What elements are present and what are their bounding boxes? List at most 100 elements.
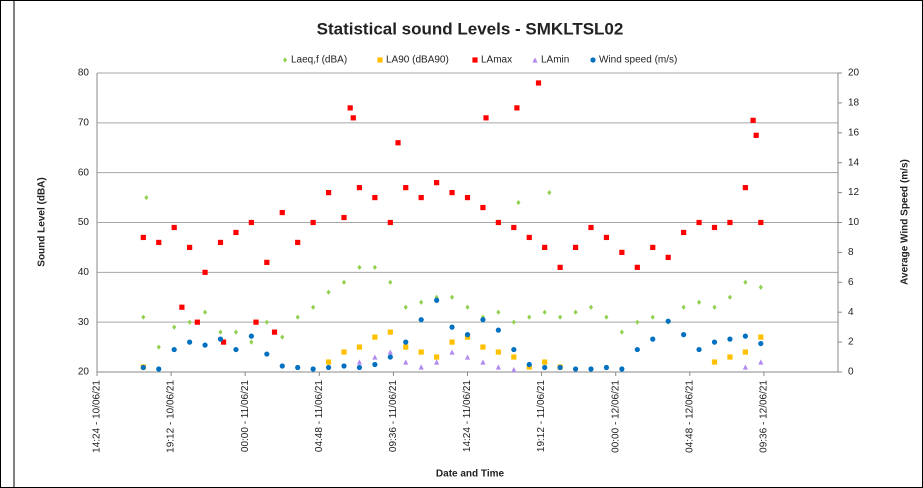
point — [264, 319, 269, 325]
point — [418, 317, 424, 323]
point — [526, 234, 532, 241]
point — [341, 279, 347, 285]
point — [619, 249, 625, 255]
point — [372, 361, 378, 368]
point — [681, 229, 687, 236]
point — [572, 244, 579, 251]
point — [217, 239, 224, 246]
point — [727, 294, 733, 300]
point — [542, 244, 548, 251]
y2-axis-title: Average Wind Speed (m/s) — [900, 159, 911, 285]
point — [217, 336, 224, 342]
point — [573, 309, 578, 315]
point — [171, 224, 177, 231]
point — [372, 194, 378, 201]
point — [140, 364, 146, 371]
point — [511, 346, 517, 353]
point — [233, 346, 239, 353]
x-tick-label: 00:00 - 11/06/21 — [240, 380, 251, 453]
point — [650, 244, 656, 251]
point — [387, 354, 393, 360]
point — [542, 359, 548, 365]
point — [711, 359, 718, 365]
point — [557, 264, 563, 270]
point — [711, 339, 718, 345]
point — [511, 224, 517, 231]
point — [141, 314, 146, 320]
point — [758, 284, 763, 290]
point — [727, 336, 733, 342]
point — [635, 319, 640, 325]
point — [372, 264, 377, 270]
point — [696, 299, 702, 305]
chart-title: Statistical sound Levels - SMKLTSL02 — [317, 19, 624, 38]
point — [449, 324, 455, 330]
legend-label: Laeq,f (dBA) — [291, 55, 347, 66]
point — [403, 344, 409, 350]
point — [588, 304, 594, 310]
point — [588, 224, 594, 231]
point — [418, 349, 424, 355]
point — [194, 319, 200, 325]
point — [526, 361, 532, 368]
point — [202, 309, 208, 315]
point — [449, 339, 455, 345]
point — [356, 359, 363, 365]
point — [465, 304, 470, 310]
point — [696, 346, 702, 353]
point — [418, 194, 424, 201]
point — [758, 359, 764, 365]
point — [233, 329, 239, 335]
point — [650, 336, 656, 342]
point — [282, 57, 288, 63]
point — [742, 333, 748, 339]
point — [604, 314, 609, 320]
y2-tick-label: 0 — [848, 367, 854, 378]
point — [418, 364, 424, 370]
point — [310, 366, 316, 372]
point — [187, 319, 192, 325]
point — [742, 349, 748, 355]
y-tick-label: 30 — [78, 317, 90, 328]
point — [681, 304, 686, 310]
point — [310, 219, 316, 226]
point — [472, 57, 478, 63]
point — [326, 289, 331, 295]
y-tick-label: 70 — [78, 117, 90, 128]
y-tick-label: 80 — [78, 68, 90, 79]
point — [449, 190, 455, 196]
point — [712, 304, 717, 310]
point — [387, 329, 393, 335]
point — [727, 354, 733, 360]
point — [495, 364, 501, 370]
point — [619, 366, 625, 372]
point — [542, 364, 548, 371]
y-tick-label: 20 — [78, 367, 90, 378]
y2-tick-label: 8 — [848, 247, 854, 258]
point — [480, 317, 486, 323]
point — [187, 339, 193, 345]
y2-tick-label: 14 — [848, 157, 860, 168]
point — [187, 244, 193, 251]
x-tick-label: 04:48 - 11/06/21 — [314, 380, 325, 453]
point — [665, 254, 671, 260]
point — [341, 214, 347, 221]
point — [144, 194, 149, 201]
point — [419, 299, 424, 305]
legend-label: LAmax — [481, 55, 512, 66]
point — [403, 304, 408, 310]
y2-tick-label: 16 — [848, 127, 860, 138]
point — [156, 239, 162, 246]
point — [495, 219, 501, 226]
point — [535, 80, 542, 86]
point — [279, 363, 285, 369]
point — [495, 349, 501, 355]
point — [527, 314, 532, 320]
point — [233, 229, 239, 236]
point — [516, 199, 521, 206]
point — [480, 204, 486, 211]
point — [696, 219, 702, 226]
point — [264, 351, 270, 357]
x-tick-label: 09:36 - 11/06/21 — [388, 380, 399, 453]
